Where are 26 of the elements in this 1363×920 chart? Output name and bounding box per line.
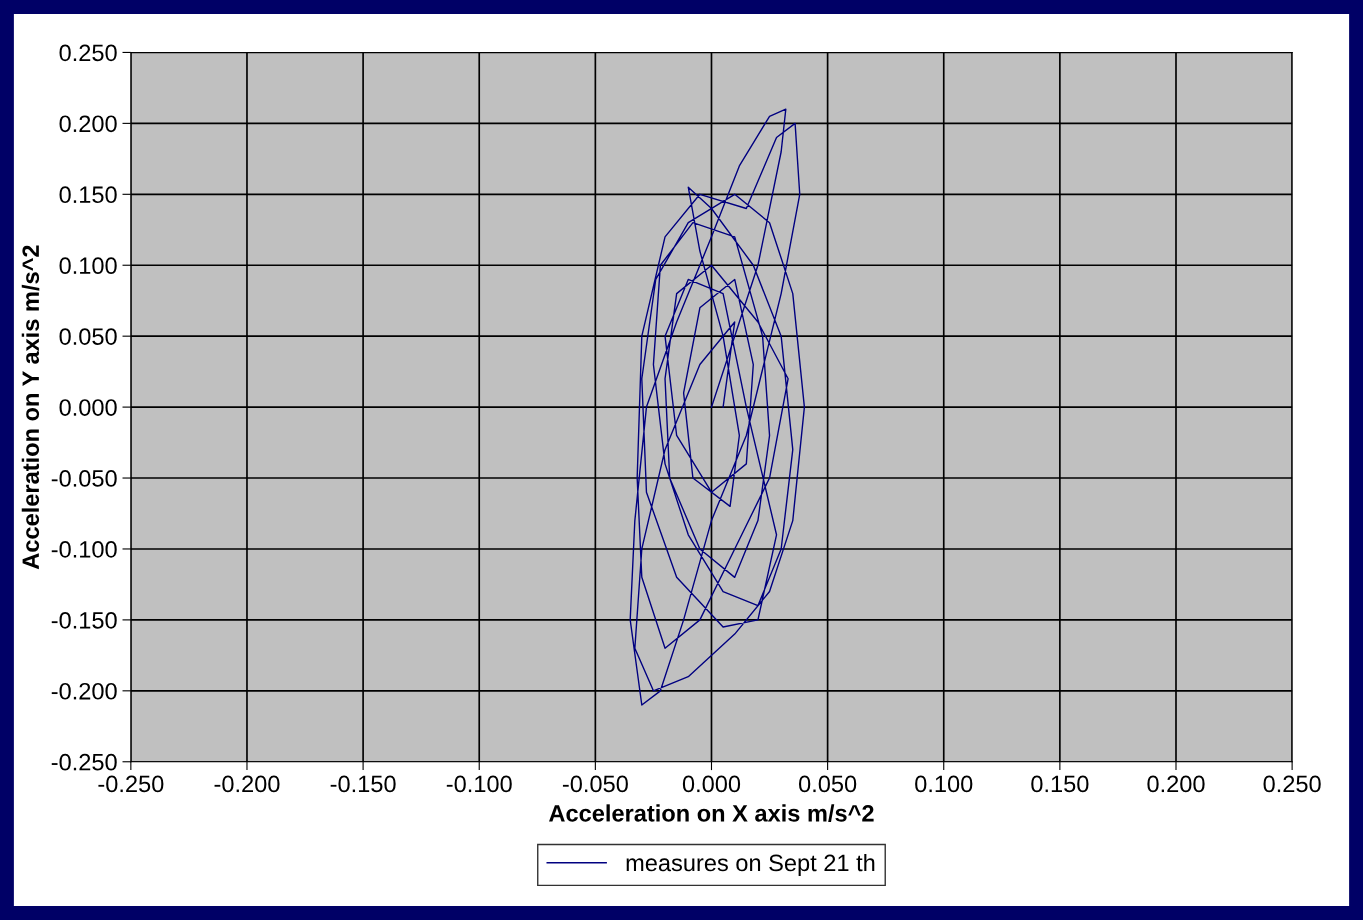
y-tick-label: 0.200 bbox=[59, 115, 117, 133]
y-tick-label: -0.250 bbox=[51, 753, 117, 771]
y-tick-label: 0.150 bbox=[59, 186, 117, 204]
x-tick-label: 0.050 bbox=[799, 775, 857, 793]
x-tick-label: -0.200 bbox=[214, 775, 280, 793]
x-tick-label: 0.000 bbox=[682, 775, 741, 793]
x-tick-label: -0.150 bbox=[330, 775, 396, 793]
y-tick-label: -0.100 bbox=[51, 541, 117, 558]
y-tick-label: 0.100 bbox=[59, 257, 117, 275]
x-tick-label: -0.050 bbox=[562, 775, 628, 793]
x-tick-label: 0.150 bbox=[1031, 775, 1089, 793]
y-tick-label: -0.150 bbox=[51, 611, 117, 629]
x-tick-label: -0.250 bbox=[98, 775, 164, 793]
y-tick-label: -0.200 bbox=[51, 682, 117, 700]
x-tick-label: -0.100 bbox=[446, 775, 512, 793]
line-series bbox=[629, 108, 806, 706]
y-tick-label: 0.050 bbox=[59, 328, 117, 345]
y-tick-label: 0.250 bbox=[59, 44, 117, 62]
y-tick-label: -0.050 bbox=[51, 470, 117, 487]
legend-label: measures on Sept 21 th bbox=[626, 853, 875, 876]
x-axis-title: Acceleration on X axis m/s^2 bbox=[549, 804, 874, 822]
x-tick-label: 0.100 bbox=[915, 775, 973, 793]
x-tick-label: 0.200 bbox=[1147, 775, 1205, 793]
y-axis-title: Acceleration on Y axis m/s^2 bbox=[21, 245, 40, 570]
y-tick-label: 0.000 bbox=[59, 399, 117, 416]
x-tick-label: 0.250 bbox=[1263, 775, 1321, 793]
